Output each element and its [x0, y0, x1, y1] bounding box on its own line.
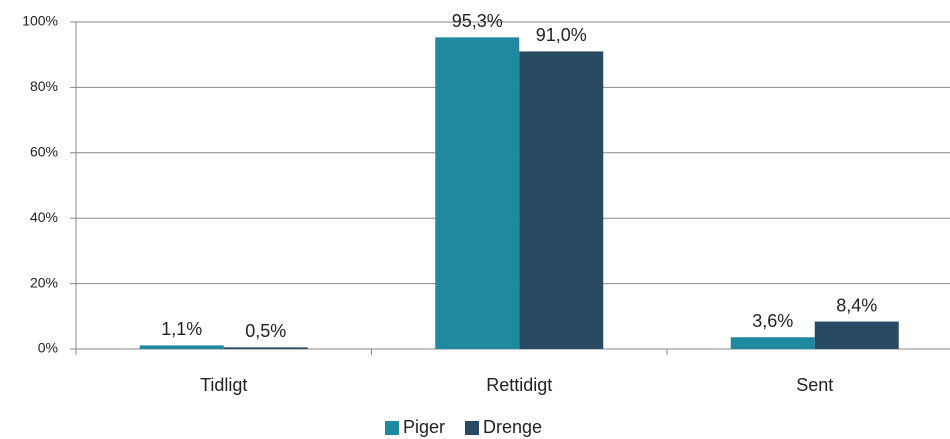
bar	[223, 347, 308, 349]
value-label: 0,5%	[245, 321, 286, 341]
legend-label: Piger	[403, 417, 445, 437]
legend-swatch	[385, 421, 399, 435]
bar	[519, 51, 604, 350]
y-tick-label: 100%	[22, 13, 58, 29]
value-label: 91,0%	[536, 25, 587, 45]
bar	[730, 337, 815, 349]
value-label: 1,1%	[161, 319, 202, 339]
value-label: 95,3%	[452, 11, 503, 31]
legend-label: Drenge	[483, 417, 542, 437]
x-tick-label: Rettidigt	[486, 375, 552, 395]
y-tick-label: 0%	[38, 340, 58, 356]
y-tick-label: 80%	[30, 78, 58, 94]
value-label: 8,4%	[836, 295, 877, 315]
y-tick-label: 60%	[30, 144, 58, 160]
bar	[435, 37, 520, 350]
x-tick-label: Tidligt	[200, 375, 247, 395]
bar	[814, 321, 899, 349]
x-tick-label: Sent	[796, 375, 833, 395]
y-tick-label: 40%	[30, 209, 58, 225]
value-label: 3,6%	[752, 311, 793, 331]
legend-swatch	[465, 421, 479, 435]
y-tick-label: 20%	[30, 274, 58, 290]
bar	[139, 345, 224, 349]
